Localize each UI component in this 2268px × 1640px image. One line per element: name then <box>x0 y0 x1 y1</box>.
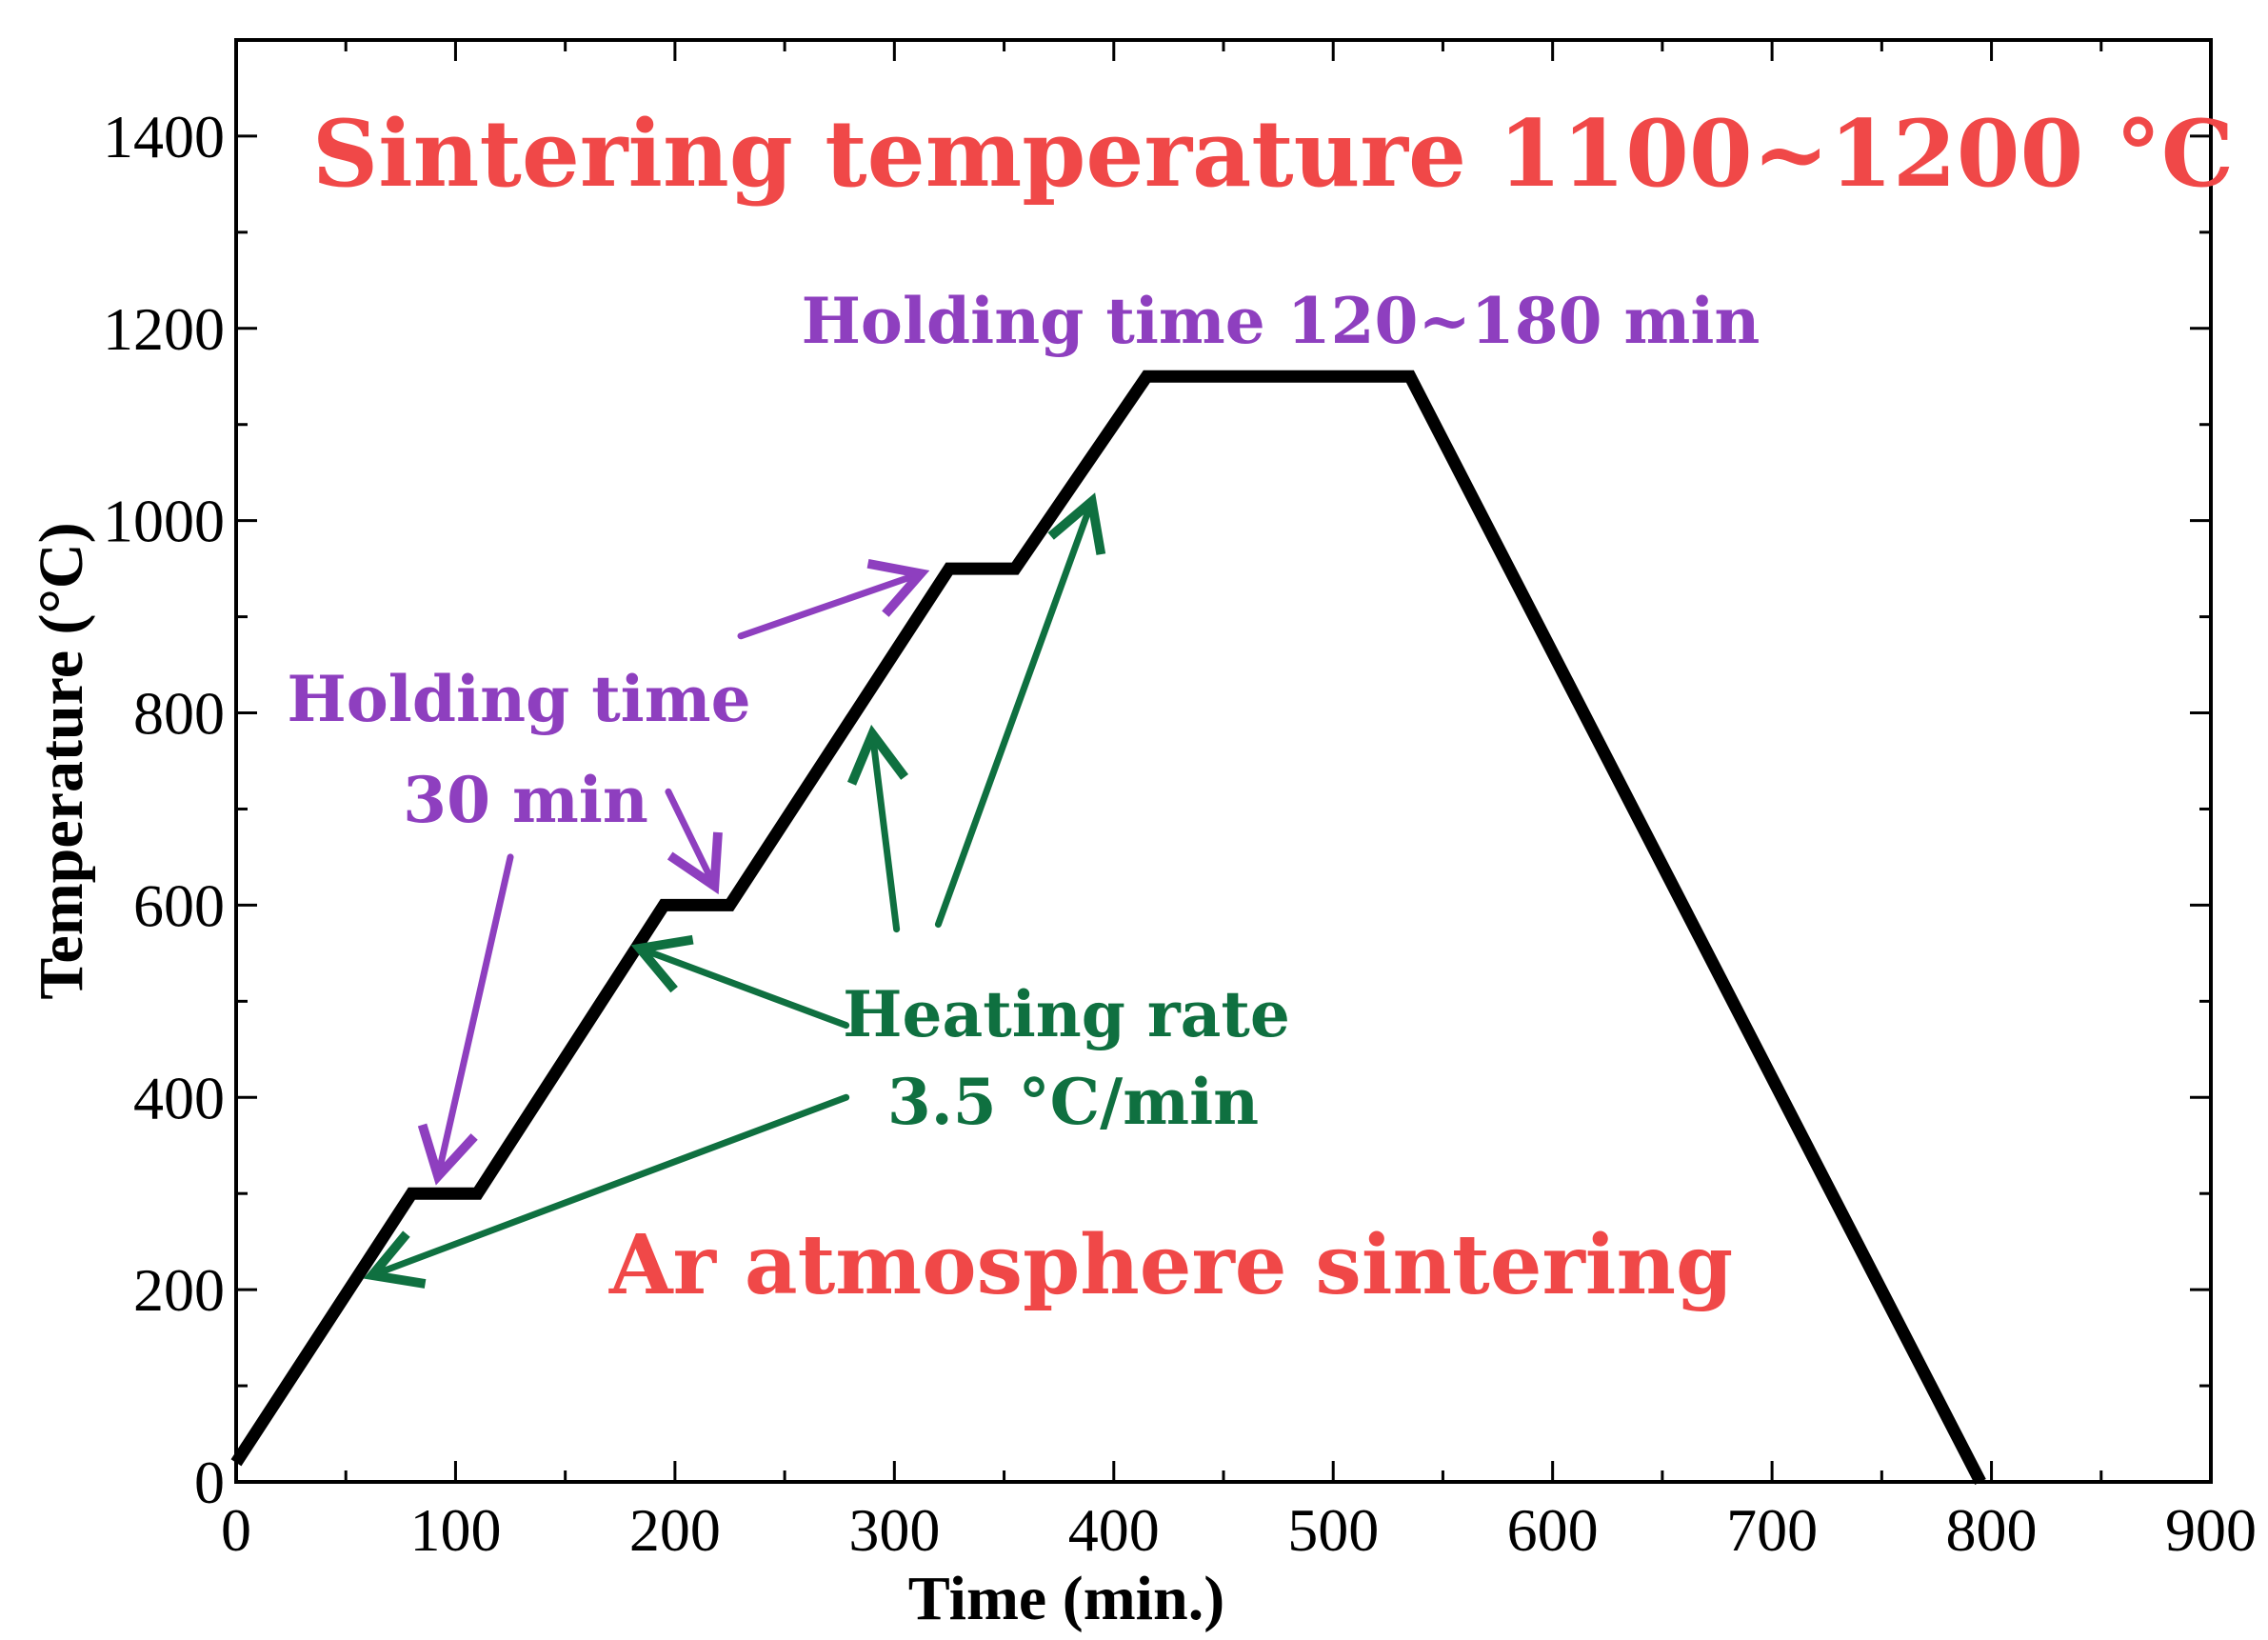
holding-time-short-label: Holding time <box>287 662 750 736</box>
y-tick-label: 200 <box>133 1256 225 1324</box>
y-tick-label: 1400 <box>103 103 225 170</box>
x-tick-label: 600 <box>1507 1496 1599 1564</box>
holding-time-arrow <box>665 788 723 895</box>
holding-time-arrow <box>417 853 514 1186</box>
axis-ticks <box>234 38 2213 1484</box>
x-tick-label: 500 <box>1287 1496 1379 1564</box>
y-tick-label: 600 <box>133 871 225 939</box>
heating-rate-arrow <box>846 724 909 933</box>
holding-time-long-label: Holding time 120~180 min <box>802 284 1761 358</box>
holding-time-arrow <box>737 558 930 640</box>
y-tick-label: 800 <box>133 680 225 748</box>
y-tick-label: 400 <box>133 1064 225 1131</box>
heating-rate-arrow <box>363 1093 850 1289</box>
y-axis-title: Temperature (°C) <box>27 522 96 999</box>
x-tick-label: 200 <box>629 1496 721 1564</box>
x-tick-label: 800 <box>1946 1496 2038 1564</box>
x-axis-title: Time (min.) <box>908 1564 1224 1633</box>
annotation-arrows <box>363 492 1106 1289</box>
y-tick-label: 1000 <box>103 488 225 555</box>
chart-title: Sintering temperature 1100~1200 °C <box>312 100 2234 208</box>
heating-rate-arrow <box>630 934 850 1030</box>
sintering-profile-line <box>230 370 1986 1485</box>
x-tick-label: 300 <box>848 1496 940 1564</box>
x-tick-label: 400 <box>1068 1496 1160 1564</box>
x-tick-label: 100 <box>409 1496 501 1564</box>
x-tick-label: 900 <box>2165 1496 2257 1564</box>
x-tick-label: 0 <box>221 1496 251 1564</box>
y-tick-label: 1200 <box>103 295 225 363</box>
heating-rate-arrow <box>934 492 1106 929</box>
heating-rate-value: 3.5 °C/min <box>887 1065 1259 1139</box>
holding-time-short-value: 30 min <box>403 763 648 837</box>
y-tick-label: 0 <box>194 1449 225 1516</box>
x-tick-label: 700 <box>1726 1496 1818 1564</box>
axis-tick-labels: 0 100 200 300 400 500 600 700 800 900 0 200 400 600 80… <box>103 103 2257 1564</box>
heating-rate-label: Heating rate <box>843 977 1290 1051</box>
atmosphere-label: Ar atmosphere sintering <box>608 1217 1733 1313</box>
